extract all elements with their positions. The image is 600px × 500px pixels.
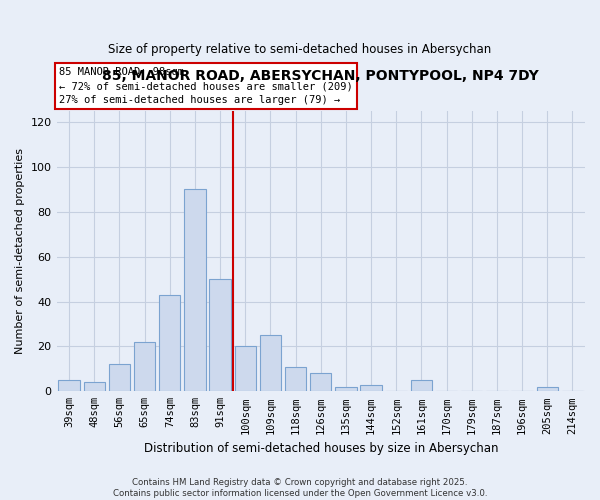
Bar	[58, 380, 80, 392]
Text: Size of property relative to semi-detached houses in Abersychan: Size of property relative to semi-detach…	[109, 42, 491, 56]
Bar	[260, 335, 281, 392]
Bar	[184, 190, 206, 392]
Bar	[83, 382, 105, 392]
Bar	[134, 342, 155, 392]
Bar	[361, 384, 382, 392]
Bar	[411, 380, 432, 392]
Bar	[235, 346, 256, 392]
Title: 85, MANOR ROAD, ABERSYCHAN, PONTYPOOL, NP4 7DY: 85, MANOR ROAD, ABERSYCHAN, PONTYPOOL, N…	[103, 69, 539, 83]
Bar	[159, 295, 181, 392]
Bar	[536, 387, 558, 392]
Bar	[335, 387, 356, 392]
Y-axis label: Number of semi-detached properties: Number of semi-detached properties	[15, 148, 25, 354]
Bar	[209, 279, 231, 392]
Text: Contains HM Land Registry data © Crown copyright and database right 2025.
Contai: Contains HM Land Registry data © Crown c…	[113, 478, 487, 498]
Bar	[310, 374, 331, 392]
Bar	[285, 366, 307, 392]
X-axis label: Distribution of semi-detached houses by size in Abersychan: Distribution of semi-detached houses by …	[143, 442, 498, 455]
Bar	[109, 364, 130, 392]
Text: 85 MANOR ROAD: 98sqm
← 72% of semi-detached houses are smaller (209)
27% of semi: 85 MANOR ROAD: 98sqm ← 72% of semi-detac…	[59, 67, 353, 105]
